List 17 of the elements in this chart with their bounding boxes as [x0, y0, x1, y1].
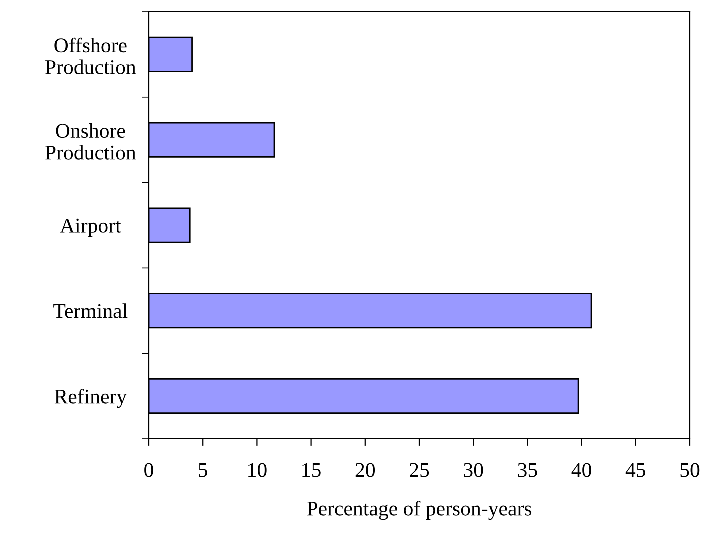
- x-tick-label: 30: [464, 463, 484, 478]
- x-tick-label: 0: [144, 463, 154, 478]
- x-axis-title: Percentage of person-years: [307, 500, 532, 520]
- y-tick-label: Offshore Production: [46, 38, 136, 74]
- y-tick-label: Airport: [60, 218, 122, 238]
- x-tick-label: 50: [680, 463, 700, 478]
- x-tick-label: 40: [572, 463, 592, 478]
- x-tick-label: 10: [248, 463, 267, 478]
- x-tick-label: 25: [410, 463, 430, 478]
- y-tick-label: Terminal: [54, 304, 128, 318]
- x-tick-label: 20: [356, 463, 376, 478]
- y-tick-label: Onshore Production: [46, 123, 136, 160]
- x-tick-label: 45: [626, 463, 646, 478]
- x-tick-label: 5: [199, 463, 208, 478]
- x-tick-label: 35: [518, 463, 538, 478]
- y-tick-label: Refinery: [54, 388, 128, 408]
- x-tick-label: 15: [302, 463, 321, 478]
